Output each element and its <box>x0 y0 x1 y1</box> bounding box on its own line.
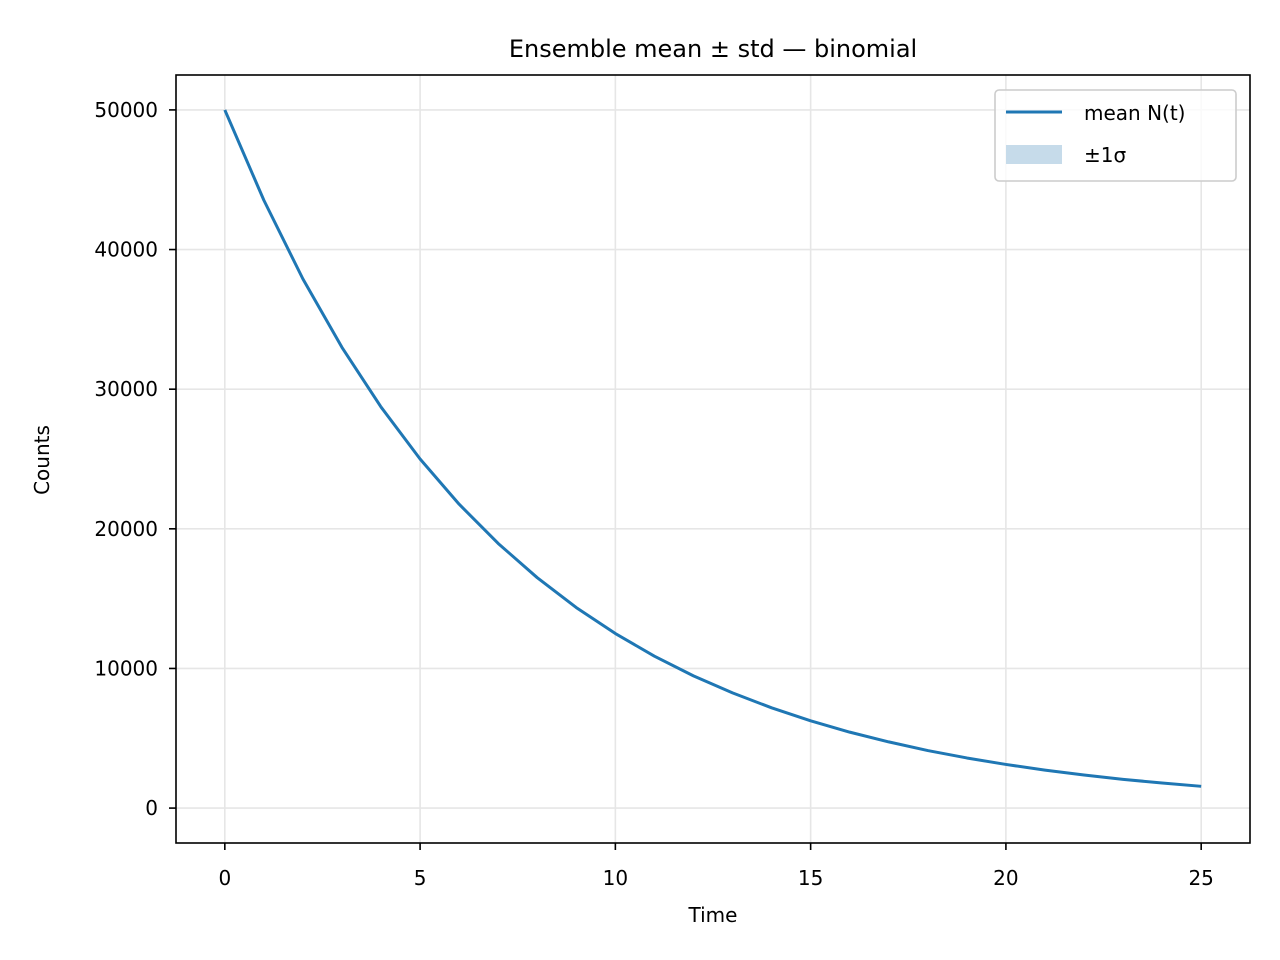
y-tick-label: 30000 <box>94 377 158 401</box>
legend-band-swatch <box>1006 145 1062 164</box>
y-tick-label: 0 <box>145 796 158 820</box>
y-axis-label: Counts <box>30 425 54 495</box>
x-tick-label: 10 <box>603 866 628 890</box>
x-tick-label: 0 <box>218 866 231 890</box>
plot-frame <box>175 74 1251 844</box>
legend-label-mean: mean N(t) <box>1084 101 1185 125</box>
x-tick-label: 15 <box>798 866 823 890</box>
x-axis-label: Time <box>688 903 738 927</box>
legend-label-band: ±1σ <box>1084 143 1126 167</box>
x-axis: 0 5 10 15 20 25 <box>218 843 1214 890</box>
y-tick-label: 10000 <box>94 656 158 680</box>
x-tick-label: 25 <box>1188 866 1213 890</box>
y-tick-label: 20000 <box>94 517 158 541</box>
x-tick-label: 5 <box>414 866 427 890</box>
y-tick-label: 50000 <box>94 98 158 122</box>
y-tick-label: 40000 <box>94 238 158 262</box>
y-axis: 0 10000 20000 30000 40000 50000 <box>94 98 176 820</box>
series-line-mean <box>223 109 1202 788</box>
series-layer <box>223 109 1202 788</box>
legend: mean N(t) ±1σ <box>994 89 1237 182</box>
x-tick-label: 20 <box>993 866 1018 890</box>
chart-title: Ensemble mean ± std — binomial <box>509 35 917 63</box>
